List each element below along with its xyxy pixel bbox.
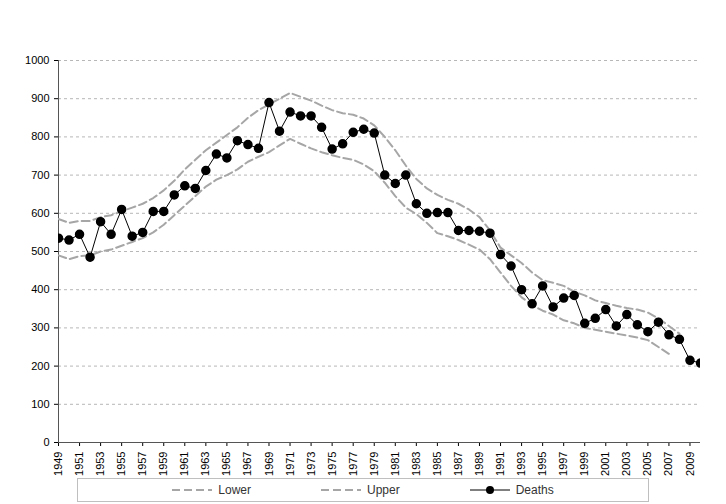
svg-text:1975: 1975 [326, 452, 338, 476]
svg-text:500: 500 [31, 245, 49, 257]
svg-text:1979: 1979 [368, 452, 380, 476]
svg-text:1991: 1991 [494, 452, 506, 476]
svg-text:0: 0 [43, 436, 49, 448]
svg-text:1969: 1969 [263, 452, 275, 476]
svg-text:1949: 1949 [52, 452, 64, 476]
svg-text:1997: 1997 [557, 452, 569, 476]
svg-text:1993: 1993 [515, 452, 527, 476]
svg-text:2001: 2001 [599, 452, 611, 476]
svg-text:800: 800 [31, 130, 49, 142]
svg-text:1985: 1985 [431, 452, 443, 476]
svg-text:1973: 1973 [305, 452, 317, 476]
svg-text:1987: 1987 [452, 452, 464, 476]
svg-text:2003: 2003 [620, 452, 632, 476]
svg-text:2007: 2007 [662, 452, 674, 476]
svg-text:1963: 1963 [199, 452, 211, 476]
svg-text:600: 600 [31, 207, 49, 219]
html-text:Lower: Lower [218, 483, 251, 497]
svg-text:1971: 1971 [284, 452, 296, 476]
svg-text:300: 300 [31, 321, 49, 333]
svg-text:1981: 1981 [389, 452, 401, 476]
svg-text:2009: 2009 [683, 452, 695, 476]
html-text:Deaths: Deaths [515, 483, 554, 497]
svg-text:1983: 1983 [410, 452, 422, 476]
svg-text:1967: 1967 [241, 452, 253, 476]
svg-text:1999: 1999 [578, 452, 590, 476]
svg-text:1965: 1965 [220, 452, 232, 476]
html-text:Upper: Upper [367, 483, 400, 497]
svg-text:100: 100 [31, 398, 49, 410]
svg-text:1957: 1957 [136, 452, 148, 476]
svg-text:400: 400 [31, 283, 49, 295]
svg-text:1000: 1000 [25, 54, 49, 66]
svg-text:1953: 1953 [94, 452, 106, 476]
svg-text:1955: 1955 [115, 452, 127, 476]
svg-text:1995: 1995 [536, 452, 548, 476]
svg-text:1961: 1961 [178, 452, 190, 476]
svg-text:1959: 1959 [157, 452, 169, 476]
svg-text:1977: 1977 [347, 452, 359, 476]
svg-text:1989: 1989 [473, 452, 485, 476]
svg-text:1951: 1951 [73, 452, 85, 476]
svg-text:2005: 2005 [641, 452, 653, 476]
svg-text:700: 700 [31, 169, 49, 181]
svg-text:900: 900 [31, 92, 49, 104]
svg-text:200: 200 [31, 360, 49, 372]
